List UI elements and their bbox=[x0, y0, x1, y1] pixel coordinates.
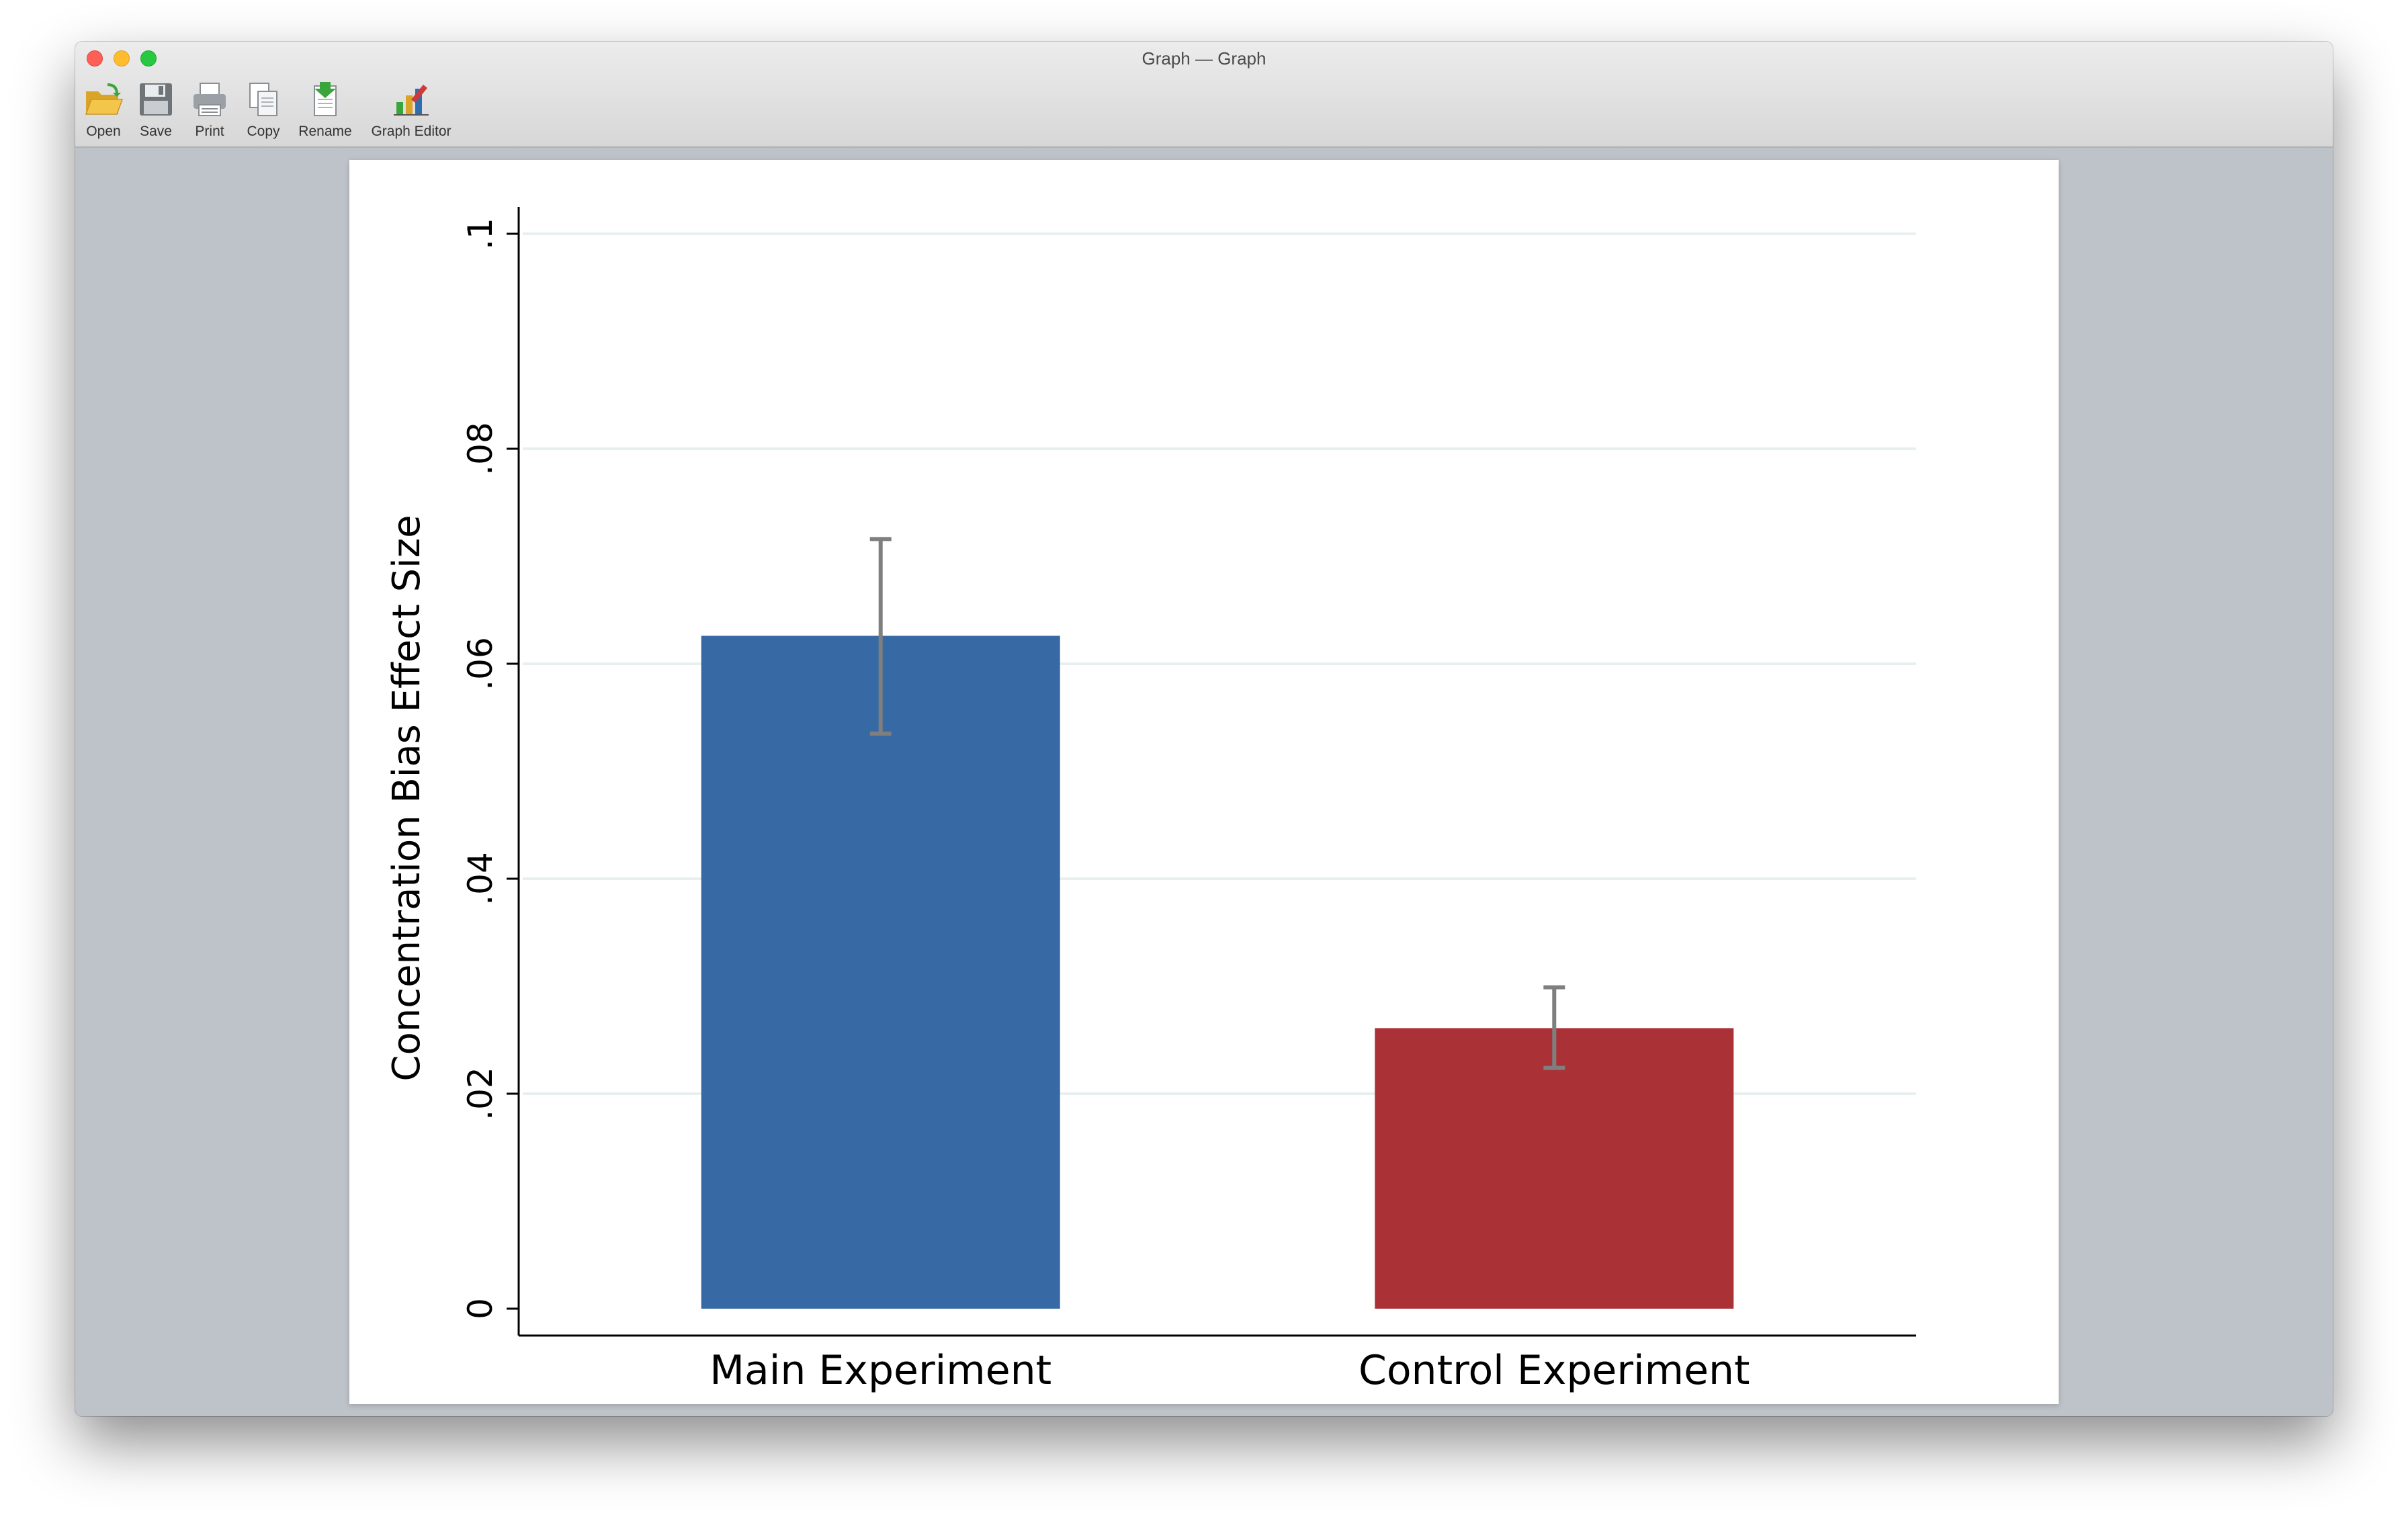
rename-button[interactable]: Rename bbox=[293, 77, 357, 144]
x-category-label: Control Experiment bbox=[1359, 1347, 1750, 1394]
y-axis-title: Concentration Bias Effect Size bbox=[385, 515, 429, 1081]
y-tick-label: .08 bbox=[461, 422, 500, 476]
rename-icon bbox=[314, 82, 337, 116]
rename-label: Rename bbox=[298, 124, 352, 139]
y-tick-label: .04 bbox=[461, 852, 500, 906]
zoom-window-button[interactable] bbox=[140, 50, 157, 67]
y-tick-label: 0 bbox=[461, 1298, 500, 1319]
open-label: Open bbox=[86, 124, 121, 139]
copy-icon bbox=[249, 83, 277, 116]
folder-open-icon bbox=[85, 83, 124, 115]
y-tick-label: .06 bbox=[461, 637, 500, 691]
graph-editor-label: Graph Editor bbox=[371, 124, 452, 139]
copy-button[interactable]: Copy bbox=[239, 77, 288, 144]
graph-window: Graph — Graph Open bbox=[75, 42, 2333, 1416]
save-label: Save bbox=[140, 124, 172, 139]
title-bar: Graph — Graph Open bbox=[75, 42, 2333, 148]
bar-control-experiment bbox=[1375, 1028, 1734, 1309]
copy-label: Copy bbox=[247, 124, 280, 139]
bar-chart-edit-icon bbox=[394, 85, 429, 116]
close-window-button[interactable] bbox=[87, 50, 103, 67]
graph-canvas: 0 .02 .04 .06 .08 .1 Concentration Bias Effect… bbox=[349, 160, 2059, 1404]
printer-icon bbox=[194, 83, 226, 116]
x-category-label: Main Experiment bbox=[710, 1347, 1051, 1394]
y-tick-label: .02 bbox=[461, 1067, 500, 1121]
minimize-window-button[interactable] bbox=[114, 50, 130, 67]
graph-editor-button[interactable]: Graph Editor bbox=[364, 77, 458, 144]
open-button[interactable]: Open bbox=[79, 77, 128, 144]
bar-chart: 0 .02 .04 .06 .08 .1 Concentration Bias Effect… bbox=[385, 207, 1916, 1394]
window-title: Graph — Graph bbox=[1142, 48, 1266, 69]
floppy-disk-icon bbox=[140, 83, 172, 116]
bar-main-experiment bbox=[701, 636, 1060, 1309]
print-label: Print bbox=[195, 124, 224, 139]
print-button[interactable]: Print bbox=[185, 77, 234, 144]
y-tick-label: .1 bbox=[461, 218, 500, 250]
save-button[interactable]: Save bbox=[132, 77, 180, 144]
